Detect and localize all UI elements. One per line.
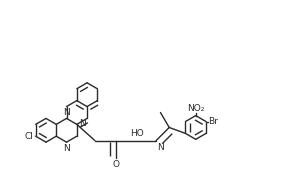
Text: N: N (63, 108, 70, 117)
Text: Br: Br (209, 117, 218, 126)
Text: O: O (113, 160, 119, 169)
Text: Cl: Cl (25, 132, 33, 141)
Text: N: N (157, 143, 164, 152)
Text: HO: HO (131, 129, 144, 138)
Text: N: N (79, 119, 86, 128)
Text: N: N (63, 144, 70, 153)
Text: NO₂: NO₂ (187, 104, 204, 113)
